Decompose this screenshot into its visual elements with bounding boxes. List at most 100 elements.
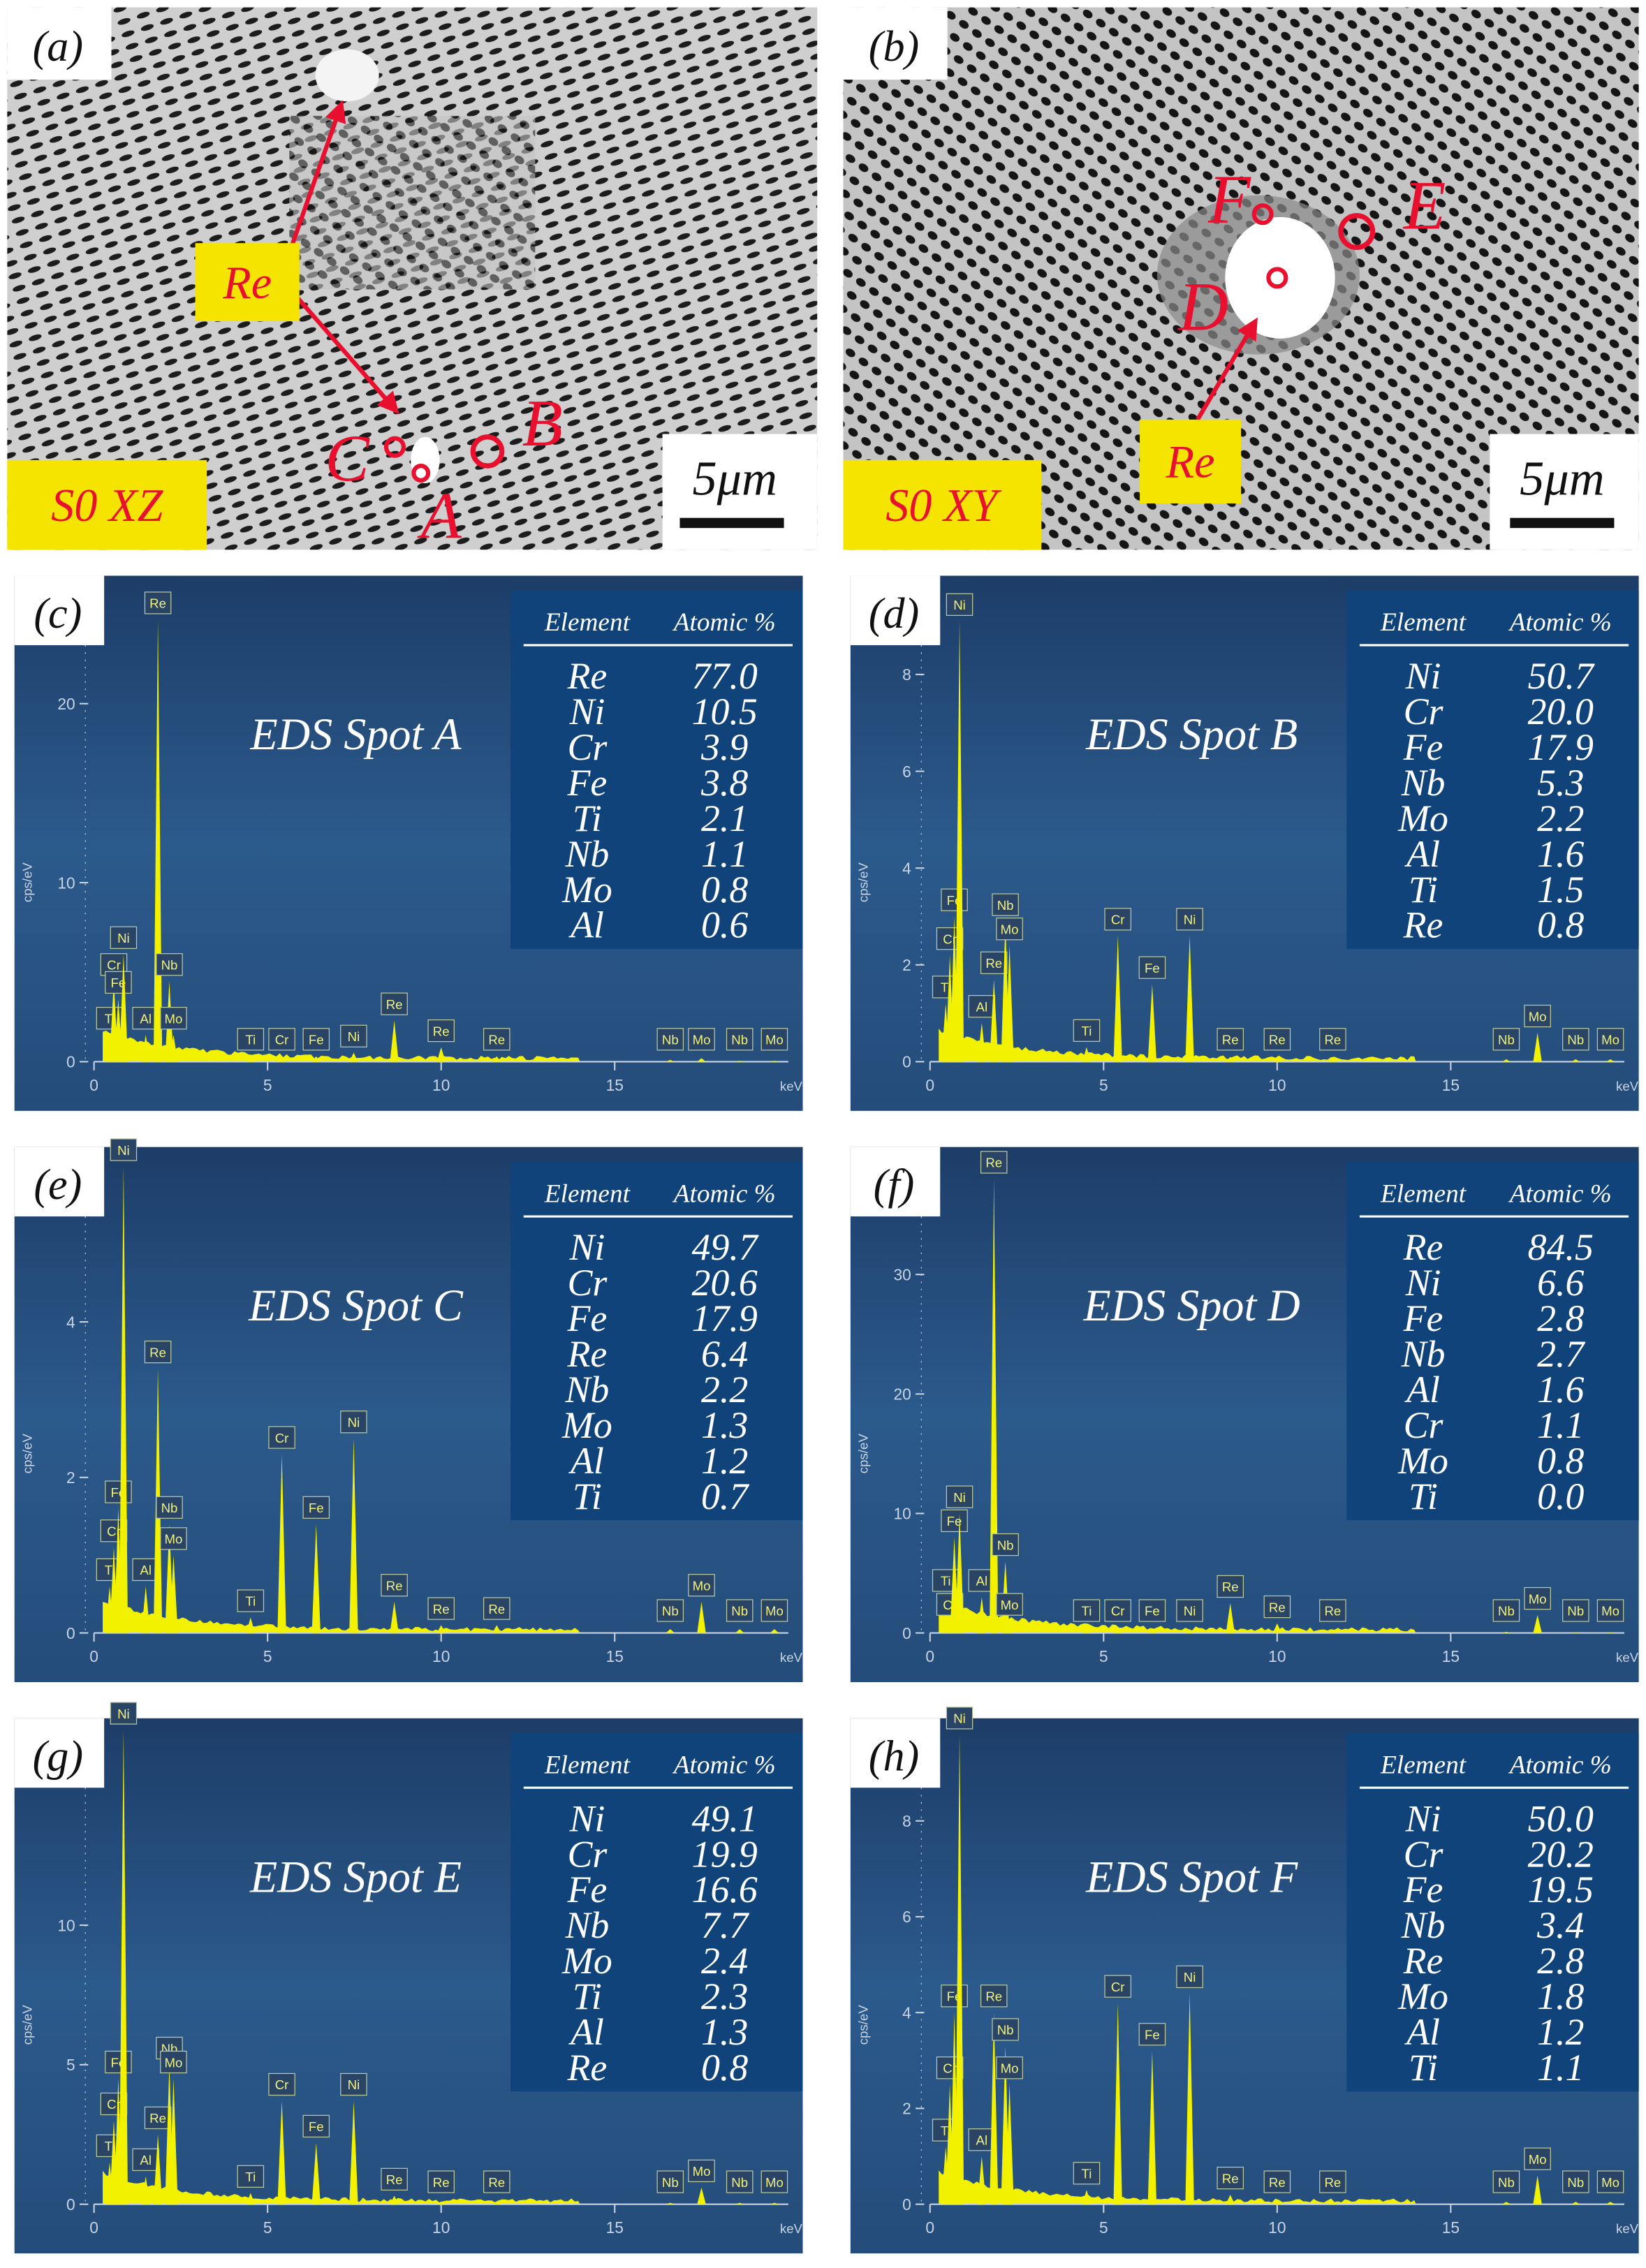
x-tick-label: 10 (432, 1647, 450, 1665)
peak-label: Mo (1001, 922, 1019, 937)
table-bg (1346, 1732, 1638, 2091)
peak-label: Al (140, 1011, 152, 1026)
eds-panel: 010200 5 10 15 keVcps/eVTiCrFeNiAlReNbMoTi Cr… (15, 576, 803, 1111)
peak-label: Re (386, 2172, 403, 2187)
x-tick-label: 10 (1268, 2218, 1286, 2237)
peak-label: Re (386, 997, 403, 1012)
x-tick-label: 10 (432, 2218, 450, 2237)
peak-label: Re (149, 596, 166, 611)
peak-label: Nb (662, 2175, 679, 2190)
panel-label: (d) (869, 590, 919, 638)
peak-label: Mo (1529, 1009, 1547, 1024)
peak-label: Nb (997, 1538, 1014, 1552)
scale-bar (1510, 518, 1614, 528)
atomic-percent: 0.8 (701, 2047, 748, 2089)
table-bg (1346, 1161, 1638, 1520)
peak-label: Cr (1111, 1980, 1125, 1994)
peak-label: Al (976, 999, 988, 1014)
peak-label: Mo (765, 1604, 784, 1619)
peak-label: Mo (1601, 2175, 1619, 2190)
y-axis-label: cps/eV (20, 2005, 35, 2045)
peak-label: Re (433, 1024, 450, 1038)
spectrum-title: EDS Spot F (1085, 1852, 1298, 1901)
peak-label: Re (985, 1156, 1002, 1170)
table-header: Atomic % (672, 1751, 776, 1779)
peak-label: Mo (765, 1033, 784, 1047)
x-tick-label: 5 (263, 1647, 272, 1665)
spectrum-title: EDS Spot B (1085, 709, 1298, 759)
y-tick-label: 0 (66, 2195, 75, 2214)
eds-panel: 024680 5 10 15 keVcps/eVTiCrFeNiAlReNbMoTiCr… (851, 1707, 1639, 2253)
table-header: Atomic % (1508, 1179, 1612, 1208)
spot-letter: A (417, 479, 462, 553)
element: Ti (1409, 1475, 1438, 1517)
peak-label: Re (149, 2111, 166, 2126)
spot-letter: C (325, 421, 370, 495)
sample-label: S0 XZ (51, 480, 163, 531)
peak-label: Cr (275, 1033, 289, 1047)
spectrum-title: EDS Spot A (250, 709, 462, 759)
peak-label: Mo (1001, 1598, 1019, 1612)
panel-label: (g) (33, 1732, 83, 1780)
y-tick-label: 10 (57, 874, 75, 892)
peak-label: Re (149, 1345, 166, 1360)
x-tick-label: 15 (1442, 1076, 1460, 1094)
eds-panel: 01020300 5 10 15 keVcps/eVTiCrFeNiAlReNbMo Ti… (851, 1147, 1639, 1682)
x-tick-label: 0 (89, 1647, 98, 1665)
y-tick-label: 0 (66, 1624, 75, 1642)
table-header: Atomic % (672, 1179, 776, 1208)
y-tick-label: 30 (894, 1265, 911, 1283)
panel-label: (c) (34, 590, 82, 638)
peak-label: Re (1324, 2175, 1341, 2190)
y-tick-label: 8 (902, 665, 911, 684)
peak-label: Ni (117, 1143, 130, 1158)
x-axis-label: keV (1616, 2221, 1639, 2236)
y-tick-label: 0 (66, 1053, 75, 1071)
peak-label: Nb (662, 1033, 679, 1047)
sem-panel-a: Re A B C S0 XZ 5μm (a) (7, 8, 817, 553)
peak-label: Cr (275, 1431, 289, 1445)
peak-label: Mo (1529, 2152, 1547, 2167)
panel-label: (f) (874, 1161, 915, 1209)
x-tick-label: 10 (1268, 1647, 1286, 1665)
y-tick-label: 5 (66, 2056, 75, 2074)
atomic-percent: 0.6 (701, 904, 748, 946)
peak-label: Re (1269, 1600, 1286, 1614)
y-tick-label: 2 (902, 956, 911, 974)
y-tick-label: 4 (902, 2003, 911, 2022)
y-tick-label: 20 (57, 695, 75, 713)
peak-label: Ni (953, 1490, 966, 1505)
x-tick-label: 15 (606, 2218, 624, 2237)
peak-label: Re (1222, 2171, 1239, 2186)
x-axis-label: keV (780, 1650, 803, 1665)
peak-label: Al (140, 2153, 152, 2167)
y-axis-label: cps/eV (856, 862, 871, 903)
peak-label: Ti (245, 1594, 256, 1609)
spectrum-title: EDS Spot D (1083, 1281, 1300, 1330)
y-tick-label: 10 (894, 1505, 911, 1523)
spot-letter: B (522, 386, 563, 460)
y-tick-label: 2 (66, 1468, 75, 1487)
peak-label: Ti (1082, 1604, 1092, 1619)
peak-label: Ni (117, 931, 130, 945)
peak-label: Ni (953, 1711, 966, 1726)
peak-label: Cr (1111, 1604, 1125, 1619)
scale-bar-label: 5μm (1520, 452, 1604, 506)
peak-label: Re (433, 2175, 450, 2190)
x-tick-label: 15 (606, 1647, 624, 1665)
peak-label: Al (976, 2133, 988, 2147)
peak-label: Nb (1498, 1604, 1515, 1619)
atomic-percent: 1.1 (1537, 2047, 1584, 2089)
peak-label: Re (985, 956, 1002, 971)
x-tick-label: 5 (263, 2218, 272, 2237)
y-tick-label: 4 (902, 859, 911, 877)
table-header: Element (544, 1179, 631, 1208)
y-axis-label: cps/eV (856, 2005, 871, 2045)
peak-label: Re (488, 1602, 505, 1617)
peak-label: Nb (997, 2023, 1014, 2038)
peak-label: Re (1269, 1033, 1286, 1047)
spot-letter: E (1402, 166, 1446, 244)
peak-label: Al (140, 1563, 152, 1577)
peak-label: Cr (107, 958, 121, 973)
peak-label: Nb (731, 1604, 748, 1619)
